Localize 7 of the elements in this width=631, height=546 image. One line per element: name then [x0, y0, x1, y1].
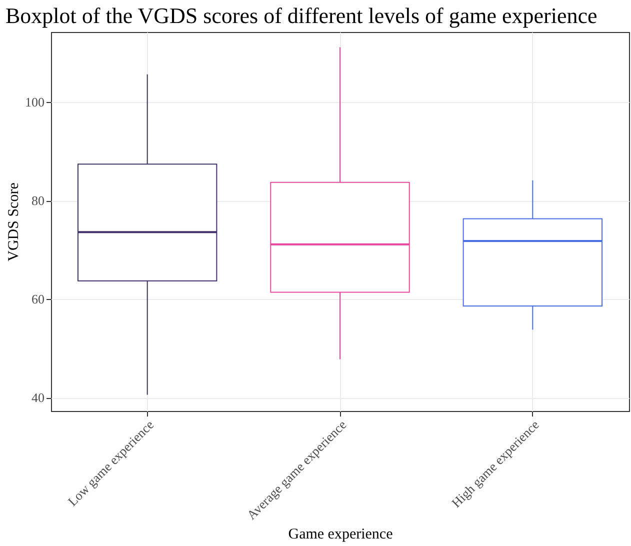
y-tick-label: 60 [32, 292, 44, 307]
chart-title: Boxplot of the VGDS scores of different levels of game experience [6, 3, 598, 28]
y-axis-title: VGDS Score [6, 182, 22, 262]
y-tick-label: 100 [25, 94, 44, 110]
y-tick-label: 40 [32, 390, 44, 406]
y-tick-label: 80 [32, 193, 44, 208]
x-axis-title: Game experience [288, 526, 394, 542]
